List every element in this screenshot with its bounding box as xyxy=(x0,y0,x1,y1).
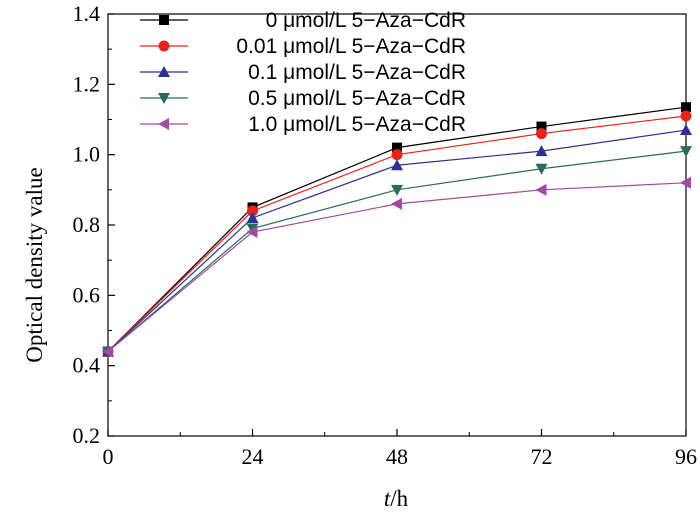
data-point xyxy=(246,211,259,223)
series-0-mol-l-5-aza-cdr xyxy=(103,102,691,357)
series-line xyxy=(107,150,687,353)
y-tick-label-0.6: 0.6 xyxy=(73,282,101,307)
data-point xyxy=(392,142,402,153)
data-point xyxy=(535,163,548,175)
y-tick-label-1.4: 1.4 xyxy=(73,1,101,26)
legend-label: 0.5 μmol/L 5−Aza−CdR xyxy=(248,87,466,110)
legend-entry: 0 μmol/L 5−Aza−CdR xyxy=(140,9,466,32)
legend-marker xyxy=(158,40,170,52)
data-point xyxy=(247,205,258,217)
legend-marker xyxy=(158,66,170,77)
series-layer xyxy=(102,102,692,358)
data-point xyxy=(102,345,113,358)
legend-label: 0.1 μmol/L 5−Aza−CdR xyxy=(248,61,466,84)
data-point xyxy=(391,149,403,161)
y-tick-label-1.0: 1.0 xyxy=(73,142,101,167)
data-point xyxy=(680,146,692,158)
x-axis-title: t/h xyxy=(384,486,409,511)
data-point xyxy=(535,183,547,196)
y-axis-title: Optical density value xyxy=(22,167,47,362)
series-1-0-mol-l-5-aza-cdr xyxy=(102,176,691,358)
legend-marker xyxy=(158,93,170,104)
legend-label: 0.01 μmol/L 5−Aza−CdR xyxy=(236,35,466,58)
legend: 0 μmol/L 5−Aza−CdR 0.01 μmol/L 5−Aza−CdR 0… xyxy=(140,9,466,136)
legend-label: 1.0 μmol/L 5−Aza−CdR xyxy=(248,113,466,136)
data-point xyxy=(391,197,402,210)
data-point xyxy=(391,184,403,196)
legend-entry: 0.01 μmol/L 5−Aza−CdR xyxy=(140,35,466,58)
y-tick-label-0.4: 0.4 xyxy=(73,353,101,378)
data-point xyxy=(536,121,547,132)
axes: 0 24 48 72 96 0.2 0.4 0.6 0.8 1.0 1.2 1.4 xyxy=(73,1,698,469)
legend-marker xyxy=(159,15,169,25)
y-tick-label-0.2: 0.2 xyxy=(73,423,101,448)
data-point xyxy=(535,145,548,157)
legend-label: 0 μmol/L 5−Aza−CdR xyxy=(266,9,466,32)
data-point xyxy=(680,110,692,122)
x-tick-label-24: 24 xyxy=(242,444,264,469)
legend-entry: 0.5 μmol/L 5−Aza−CdR xyxy=(140,87,466,110)
series-0-1-mol-l-5-aza-cdr xyxy=(102,124,692,357)
y-tick-label-0.8: 0.8 xyxy=(73,212,101,237)
data-point xyxy=(680,176,691,189)
x-tick-label-96: 96 xyxy=(675,444,697,469)
series-0-5-mol-l-5-aza-cdr xyxy=(102,146,692,358)
data-point xyxy=(391,159,403,171)
data-point xyxy=(680,124,692,136)
data-point xyxy=(681,102,691,113)
x-tick-label-72: 72 xyxy=(531,444,553,469)
legend-entry: 0.1 μmol/L 5−Aza−CdR xyxy=(140,61,466,84)
y-tick-label-1.2: 1.2 xyxy=(73,71,101,96)
x-tick-label-0: 0 xyxy=(103,444,114,469)
legend-entry: 1.0 μmol/L 5−Aza−CdR xyxy=(140,113,466,136)
data-point xyxy=(246,226,258,239)
data-point xyxy=(536,128,547,140)
legend-marker xyxy=(158,118,169,130)
x-tick-label-48: 48 xyxy=(386,444,408,469)
